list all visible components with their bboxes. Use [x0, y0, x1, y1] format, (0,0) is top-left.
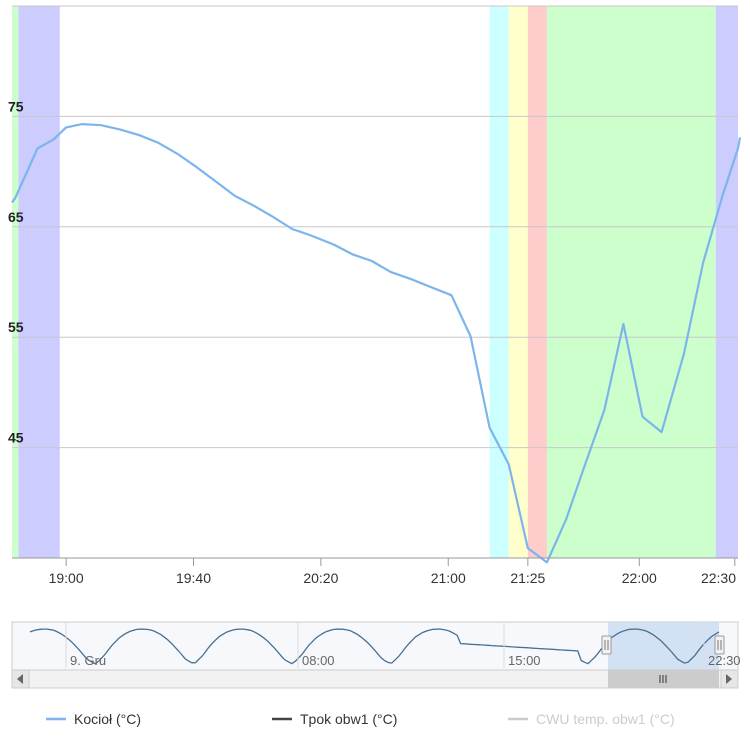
plot-bands	[12, 6, 738, 558]
x-tick-label-6: 22:30	[701, 570, 736, 586]
plot-band-5	[546, 6, 716, 558]
x-tick-label-5: 22:00	[622, 570, 657, 586]
scrollbar[interactable]	[11, 669, 739, 689]
scrollbar-right-button[interactable]	[720, 669, 739, 689]
navigator-left-handle[interactable]	[601, 635, 612, 655]
navigator-tick-label-3: 22:30	[708, 653, 741, 668]
navigator-tick-label-0: 9. Gru	[70, 653, 106, 668]
series-line-0	[11, 123, 742, 564]
plot-band-0	[12, 6, 19, 558]
navigator-ticks: 9. Gru 08:00 15:00 22:30	[65, 622, 741, 668]
x-tick-label-1: 19:40	[176, 570, 211, 586]
x-tick-label-2: 20:20	[303, 570, 338, 586]
y-tick-label-75: 75	[8, 98, 24, 114]
plot-band-1	[18, 6, 60, 558]
navigator-right-handle[interactable]	[714, 635, 725, 655]
plot-band-4	[527, 6, 547, 558]
grid-lines	[12, 5, 738, 449]
arrow-right-icon	[726, 674, 732, 684]
legend-item-1[interactable]: Tpok obw1 (°C)	[272, 711, 397, 727]
y-axis: 45 55 65 75	[8, 98, 24, 445]
navigator-tick-label-1: 08:00	[302, 653, 335, 668]
legend-label-0: Kocioł (°C)	[74, 711, 141, 727]
navigator-tick-label-2: 15:00	[508, 653, 541, 668]
scrollbar-grip-icon	[659, 675, 667, 683]
plot-band-6	[715, 6, 738, 558]
plot-band-2	[489, 6, 509, 558]
x-tick-label-4: 21:25	[510, 570, 545, 586]
legend-item-0[interactable]: Kocioł (°C)	[46, 711, 141, 727]
legend: Kocioł (°C) Tpok obw1 (°C) CWU temp. obw1 …	[46, 711, 675, 727]
y-tick-label-65: 65	[8, 209, 24, 225]
plot-band-3	[508, 6, 528, 558]
x-tick-label-0: 19:00	[49, 570, 84, 586]
y-tick-label-55: 55	[8, 319, 24, 335]
x-axis: 19:00 19:40 20:20 21:00 21:25 22:00 22:30	[12, 557, 738, 586]
navigator[interactable]: 9. Gru 08:00 15:00 22:30	[11, 621, 741, 671]
y-tick-label-45: 45	[8, 430, 24, 446]
series-layer	[11, 123, 742, 564]
legend-label-1: Tpok obw1 (°C)	[300, 711, 397, 727]
legend-label-2: CWU temp. obw1 (°C)	[536, 711, 675, 727]
legend-item-2[interactable]: CWU temp. obw1 (°C)	[508, 711, 675, 727]
arrow-left-icon	[17, 674, 23, 684]
scrollbar-left-button[interactable]	[11, 669, 30, 689]
x-tick-label-3: 21:00	[431, 570, 466, 586]
